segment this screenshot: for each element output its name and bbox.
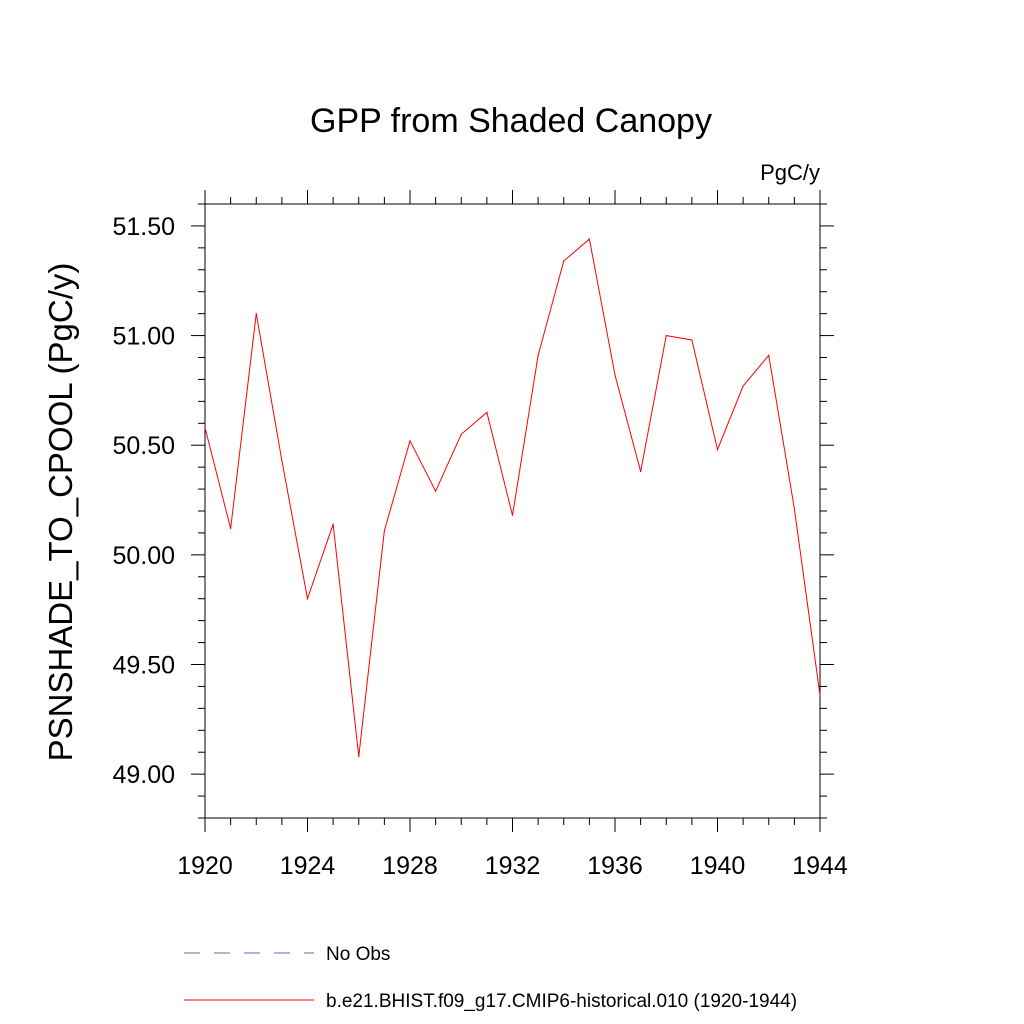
x-tick-label: 1928 — [382, 852, 438, 880]
data-point — [204, 427, 206, 429]
axis-ticks — [191, 190, 834, 832]
data-point — [409, 440, 411, 442]
y-axis-label: PSNSHADE_TO_CPOOL (PgC/y) — [42, 263, 79, 762]
data-point — [742, 385, 744, 387]
y-tick-label: 49.00 — [112, 761, 175, 789]
data-point — [460, 433, 462, 435]
plot-frame — [204, 203, 821, 819]
data-point — [768, 354, 770, 356]
data-point — [716, 449, 719, 451]
data-point — [281, 459, 283, 462]
data-point — [563, 260, 565, 262]
data-point — [588, 238, 590, 240]
x-tick-label: 1932 — [485, 852, 541, 880]
data-point — [614, 374, 616, 376]
tick-labels: 1920 1924 1928 1932 1936 1940 1944 49.00 49.50 50… — [112, 213, 847, 880]
data-point — [255, 313, 257, 315]
data-point — [332, 523, 334, 525]
data-point — [640, 470, 642, 473]
x-tick-label: 1940 — [690, 852, 746, 880]
legend: No Obs b.e21.BHIST.f09_g17.CMIP6-histori… — [184, 944, 797, 1012]
series-line — [204, 238, 821, 757]
y-tick-label: 51.00 — [112, 323, 175, 351]
y-tick-label: 50.50 — [112, 432, 175, 460]
data-point — [819, 694, 821, 696]
legend-label-historical: b.e21.BHIST.f09_g17.CMIP6-historical.010… — [326, 991, 797, 1012]
data-point — [665, 334, 667, 337]
x-tick-label: 1924 — [280, 852, 336, 880]
units-label: PgC/y — [760, 160, 820, 185]
data-point — [230, 527, 232, 530]
x-tick-label: 1920 — [177, 852, 233, 880]
x-tick-label: 1944 — [792, 852, 848, 880]
y-tick-label: 49.50 — [112, 652, 175, 680]
x-tick-label: 1936 — [587, 852, 643, 880]
data-point — [793, 508, 795, 510]
data-point — [306, 598, 309, 600]
data-point — [691, 339, 693, 341]
y-tick-label: 51.50 — [112, 213, 175, 241]
data-point — [537, 354, 539, 356]
data-point — [435, 490, 437, 492]
y-tick-label: 50.00 — [112, 542, 175, 570]
legend-label-no-obs: No Obs — [326, 944, 390, 965]
data-point — [511, 514, 514, 516]
data-point — [383, 530, 385, 532]
data-point — [358, 756, 360, 758]
chart-title: GPP from Shaded Canopy — [310, 102, 712, 140]
data-point — [486, 411, 488, 413]
series-group — [204, 238, 821, 758]
